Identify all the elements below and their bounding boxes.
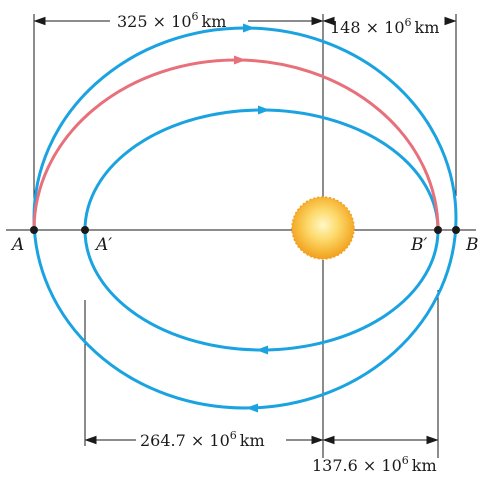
point-B (452, 226, 460, 234)
dim-label-top-left: 325 × 106 km (117, 10, 226, 31)
point-B-prime (434, 226, 442, 234)
label-A: A (10, 235, 24, 255)
transfer-arrow-top (234, 55, 246, 65)
arrowhead-bottom-left-b (311, 435, 324, 445)
label-A-prime: A′ (94, 235, 112, 255)
label-B: B (465, 235, 479, 255)
outer-orbit (32, 26, 458, 410)
arrowhead-bottom-right-a (322, 435, 335, 445)
bottom-dimension-arrows (84, 435, 439, 445)
arrowhead-bottom-right-b (426, 435, 439, 445)
inner-orbit-arrow-bottom (256, 345, 268, 355)
point-A (30, 226, 38, 234)
outer-orbit-arrow-top (243, 23, 255, 33)
top-dimension-arrows (33, 16, 457, 26)
axis-points (30, 226, 460, 234)
arrowhead-top-left-b (311, 16, 324, 26)
extension-lines (33, 14, 457, 458)
arrowhead-top-left-a (33, 16, 46, 26)
dim-label-bottom-left: 264.7 × 106 km (140, 429, 265, 450)
arrowhead-bottom-left-a (84, 435, 97, 445)
dim-label-top-right: 148 × 106 km (330, 16, 439, 37)
dim-label-bottom-right: 137.6 × 106 km (312, 454, 437, 475)
orbits (32, 26, 458, 410)
point-A-prime (81, 226, 89, 234)
sun (291, 196, 355, 260)
arrowhead-top-right-b (444, 16, 457, 26)
arrowhead-top-right-a (322, 16, 335, 26)
outer-orbit-arrow-bottom (246, 403, 258, 413)
inner-orbit-arrow-top (258, 105, 270, 115)
direction-arrows (234, 23, 270, 413)
label-B-prime: B′ (410, 235, 427, 255)
